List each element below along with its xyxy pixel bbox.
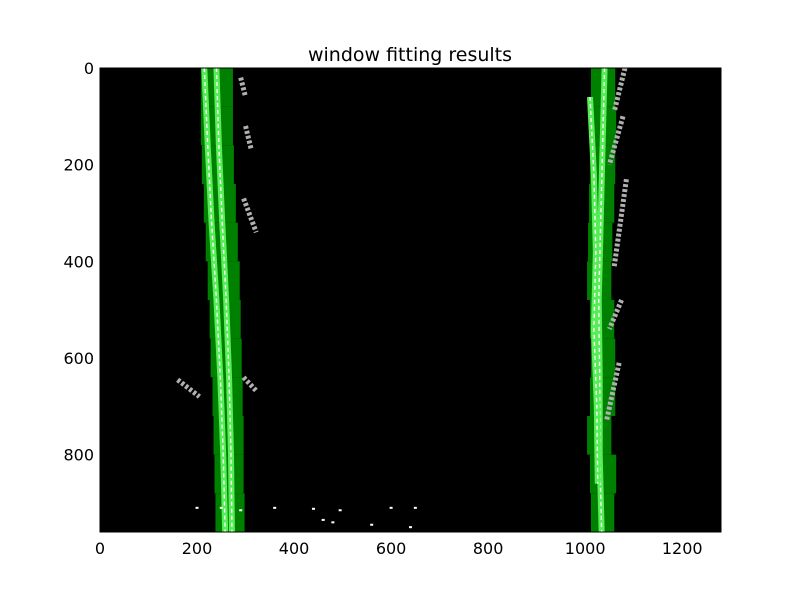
noise-pixel-10 bbox=[370, 523, 374, 526]
lane-pixel-highlight-right-3 bbox=[589, 96, 599, 484]
lane-edge-segment-right-6 bbox=[607, 115, 626, 166]
lane-pixel-layer bbox=[201, 68, 608, 532]
noise-pixel-8 bbox=[321, 518, 325, 521]
lane-edge-segment-right-5 bbox=[611, 68, 628, 113]
lane-dash-layer bbox=[176, 68, 629, 422]
x-tick-label-1200: 1200 bbox=[662, 539, 703, 558]
lane-edge-segment-left-0 bbox=[238, 77, 248, 98]
y-axis: 0 200 400 600 800 bbox=[63, 59, 721, 465]
x-tick-label-0: 0 bbox=[95, 539, 105, 558]
noise-pixel-2 bbox=[239, 509, 243, 512]
noise-pixel-3 bbox=[273, 506, 277, 509]
lane-edge-segment-left-1 bbox=[243, 125, 254, 151]
x-tick-label-600: 600 bbox=[376, 539, 407, 558]
lane-pixel-highlight-left-0 bbox=[215, 68, 233, 532]
y-tick-label-800: 800 bbox=[63, 446, 94, 465]
image-plot-area bbox=[100, 68, 721, 532]
noise-pixel-9 bbox=[331, 521, 335, 524]
noise-pixel-0 bbox=[195, 506, 199, 509]
y-tick-label-200: 200 bbox=[63, 156, 94, 175]
x-tick-label-800: 800 bbox=[473, 539, 504, 558]
y-tick-label-0: 0 bbox=[84, 59, 94, 78]
noise-pixel-5 bbox=[338, 509, 342, 512]
chart-title: window fitting results bbox=[308, 44, 512, 66]
x-tick-label-1000: 1000 bbox=[565, 539, 606, 558]
y-tick-label-600: 600 bbox=[63, 349, 94, 368]
noise-layer bbox=[195, 506, 417, 529]
x-axis: 0 200 400 600 800 1000 1200 bbox=[95, 68, 703, 558]
noise-pixel-1 bbox=[219, 506, 223, 509]
noise-pixel-4 bbox=[311, 507, 315, 510]
x-tick-label-400: 400 bbox=[279, 539, 310, 558]
noise-pixel-11 bbox=[409, 526, 412, 529]
noise-pixel-6 bbox=[389, 506, 393, 509]
lane-edge-segment-right-8 bbox=[607, 299, 624, 330]
lane-edge-segment-left-2 bbox=[241, 197, 259, 234]
lane-pixel-highlight-left-1 bbox=[203, 68, 226, 532]
x-tick-label-200: 200 bbox=[182, 539, 213, 558]
plot-frame bbox=[99, 67, 722, 533]
noise-pixel-7 bbox=[413, 506, 417, 509]
y-tick-label-400: 400 bbox=[63, 252, 94, 271]
lane-edge-segment-left-3 bbox=[241, 375, 260, 394]
